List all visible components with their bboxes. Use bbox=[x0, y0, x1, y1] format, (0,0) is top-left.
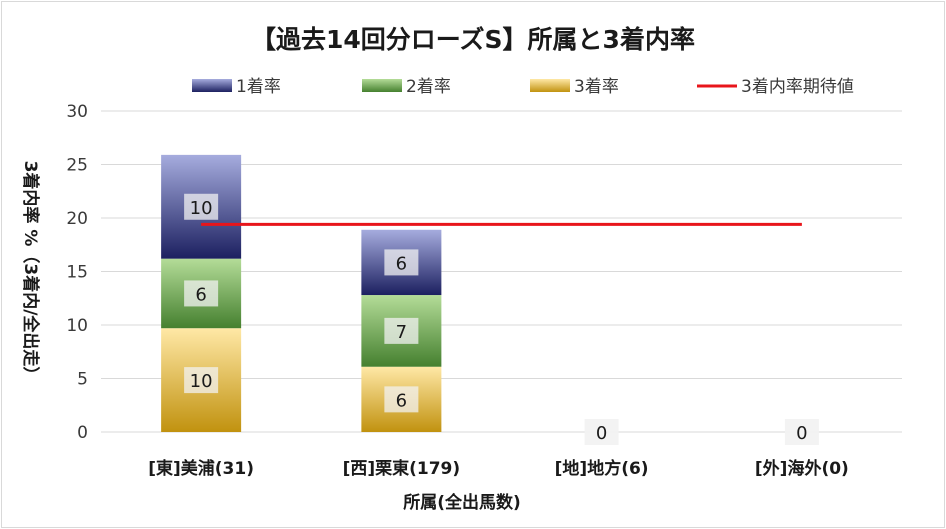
data-label-box bbox=[184, 367, 219, 394]
legend-label: 1着率 bbox=[236, 77, 281, 97]
legend-label: 3着内率期待値 bbox=[741, 77, 854, 97]
y-tick-label: 10 bbox=[66, 316, 88, 336]
data-label: 10 bbox=[190, 198, 213, 219]
data-label: 7 bbox=[396, 322, 407, 343]
y-tick-label: 0 bbox=[77, 423, 88, 443]
x-axis-categories: [東]美浦(31) [西]栗東(179) [地]地方(6) [外]海外(0) bbox=[148, 458, 849, 479]
y-tick-label: 15 bbox=[66, 263, 88, 283]
y-tick-label: 20 bbox=[66, 209, 88, 229]
legend: 1着率 2着率 3着率 3着内率期待値 bbox=[192, 77, 854, 97]
legend-label: 2着率 bbox=[406, 77, 451, 97]
data-label: 0 bbox=[796, 423, 807, 444]
data-label-box bbox=[584, 419, 619, 445]
y-tick-label: 5 bbox=[77, 370, 88, 390]
data-label: 0 bbox=[596, 423, 607, 444]
data-label-box bbox=[184, 280, 219, 307]
x-category-label: [地]地方(6) bbox=[555, 458, 649, 479]
legend-swatch bbox=[192, 79, 232, 92]
x-category-label: [西]栗東(179) bbox=[343, 458, 461, 479]
y-tick-label: 30 bbox=[66, 102, 88, 122]
data-label: 6 bbox=[195, 284, 206, 305]
data-label: 10 bbox=[190, 371, 213, 392]
data-label-box bbox=[384, 249, 419, 276]
data-label: 6 bbox=[396, 390, 407, 411]
data-label-box bbox=[384, 386, 419, 413]
x-category-label: [東]美浦(31) bbox=[148, 458, 254, 479]
data-label-box bbox=[184, 193, 219, 220]
x-category-label: [外]海外(0) bbox=[755, 458, 849, 479]
y-axis-title: 3着内率 %（3着内/全出走） bbox=[20, 161, 41, 384]
legend-swatch bbox=[530, 79, 570, 92]
y-tick-label: 25 bbox=[66, 156, 88, 176]
chart-title: 【過去14回分ローズS】所属と3着内率 bbox=[251, 25, 695, 54]
y-axis-ticks: 0 5 10 15 20 25 30 bbox=[66, 102, 88, 443]
data-labels: 10 6 10 6 7 6 0 0 bbox=[184, 193, 819, 445]
data-label-box bbox=[384, 317, 419, 344]
legend-label: 3着率 bbox=[574, 77, 619, 97]
data-label: 6 bbox=[396, 253, 407, 274]
x-axis-title: 所属(全出馬数) bbox=[403, 492, 521, 513]
legend-swatch bbox=[362, 79, 402, 92]
data-label-box bbox=[784, 419, 819, 445]
